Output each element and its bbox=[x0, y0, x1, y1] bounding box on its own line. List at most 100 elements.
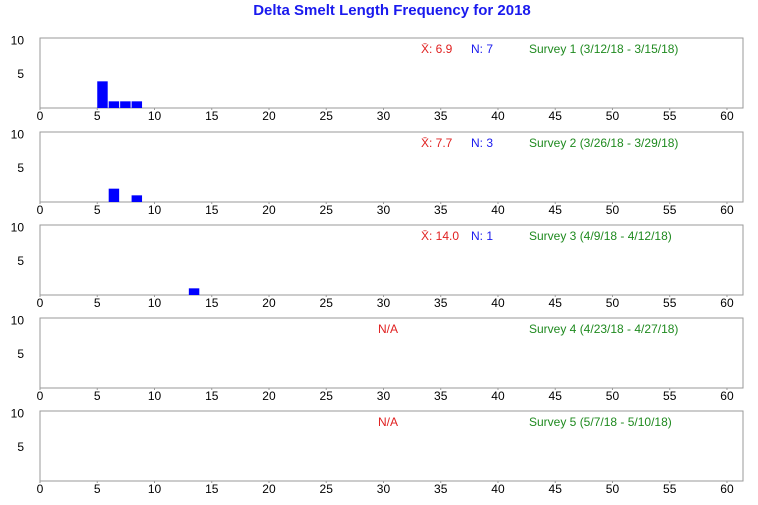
x-tick-label: 25 bbox=[320, 482, 334, 496]
x-tick-label: 50 bbox=[606, 482, 620, 496]
x-tick-label: 20 bbox=[262, 109, 276, 123]
x-tick-label: 35 bbox=[434, 203, 448, 217]
x-tick-label: 35 bbox=[434, 109, 448, 123]
x-tick-label: 60 bbox=[720, 109, 734, 123]
x-tick-label: 25 bbox=[320, 203, 334, 217]
x-tick-label: 10 bbox=[148, 296, 162, 310]
x-tick-label: 10 bbox=[148, 109, 162, 123]
x-tick-label: 15 bbox=[205, 109, 219, 123]
panel-subtitle: Survey 3 (4/9/18 - 4/12/18) bbox=[529, 229, 672, 243]
n-label: N: 3 bbox=[471, 136, 493, 150]
x-tick-label: 45 bbox=[549, 296, 563, 310]
annotation: N/A bbox=[378, 322, 398, 336]
mean-label: X̄: 6.9 bbox=[421, 42, 453, 56]
x-tick-label: 20 bbox=[262, 296, 276, 310]
x-tick-label: 0 bbox=[37, 109, 44, 123]
bar bbox=[108, 101, 120, 108]
y-tick-label: 5 bbox=[17, 347, 24, 361]
panel-subtitle: Survey 4 (4/23/18 - 4/27/18) bbox=[529, 322, 678, 336]
x-tick-label: 50 bbox=[606, 109, 620, 123]
annotation: N/A bbox=[378, 415, 398, 429]
x-tick-label: 10 bbox=[148, 389, 162, 403]
x-tick-label: 0 bbox=[37, 296, 44, 310]
y-tick-label: 5 bbox=[17, 254, 24, 268]
bar bbox=[131, 101, 143, 108]
panel-subtitle: Survey 1 (3/12/18 - 3/15/18) bbox=[529, 42, 678, 56]
plot-frame bbox=[39, 410, 744, 482]
x-tick-label: 45 bbox=[549, 389, 563, 403]
x-tick-label: 55 bbox=[663, 109, 677, 123]
x-tick-label: 25 bbox=[320, 109, 334, 123]
plot-frame bbox=[39, 37, 744, 109]
x-tick-label: 35 bbox=[434, 296, 448, 310]
y-tick-label: 5 bbox=[17, 161, 24, 175]
x-tick-label: 5 bbox=[94, 389, 101, 403]
x-tick-label: 60 bbox=[720, 389, 734, 403]
x-tick-label: 55 bbox=[663, 296, 677, 310]
x-tick-label: 30 bbox=[377, 109, 391, 123]
x-tick-label: 15 bbox=[205, 482, 219, 496]
x-tick-label: 20 bbox=[262, 203, 276, 217]
mean-label: X̄: 14.0 bbox=[421, 229, 459, 243]
bar bbox=[120, 101, 131, 108]
x-tick-label: 45 bbox=[549, 203, 563, 217]
x-tick-label: 25 bbox=[320, 389, 334, 403]
x-tick-label: 60 bbox=[720, 296, 734, 310]
chart-title: Delta Smelt Length Frequency for 2018 bbox=[253, 2, 531, 19]
x-tick-label: 35 bbox=[434, 482, 448, 496]
mean-label: X̄: 7.7 bbox=[421, 136, 453, 150]
plot-frame bbox=[39, 224, 744, 296]
x-tick-label: 5 bbox=[94, 296, 101, 310]
x-tick-label: 20 bbox=[262, 389, 276, 403]
y-tick-label: 10 bbox=[11, 407, 25, 421]
x-tick-label: 40 bbox=[491, 109, 505, 123]
x-tick-label: 0 bbox=[37, 389, 44, 403]
bar bbox=[131, 195, 143, 202]
x-tick-label: 55 bbox=[663, 389, 677, 403]
x-tick-label: 15 bbox=[205, 296, 219, 310]
x-tick-label: 55 bbox=[663, 482, 677, 496]
x-tick-label: 30 bbox=[377, 203, 391, 217]
x-tick-label: 30 bbox=[377, 296, 391, 310]
x-tick-label: 45 bbox=[549, 109, 563, 123]
x-tick-label: 55 bbox=[663, 203, 677, 217]
x-tick-label: 60 bbox=[720, 482, 734, 496]
y-tick-label: 10 bbox=[11, 128, 25, 142]
x-tick-label: 5 bbox=[94, 203, 101, 217]
y-tick-label: 5 bbox=[17, 67, 24, 81]
x-tick-label: 30 bbox=[377, 389, 391, 403]
n-label: N: 1 bbox=[471, 229, 493, 243]
y-tick-label: 5 bbox=[17, 440, 24, 454]
x-tick-label: 45 bbox=[549, 482, 563, 496]
x-tick-label: 50 bbox=[606, 296, 620, 310]
x-tick-label: 40 bbox=[491, 203, 505, 217]
x-tick-label: 15 bbox=[205, 203, 219, 217]
x-tick-label: 0 bbox=[37, 482, 44, 496]
x-tick-label: 35 bbox=[434, 389, 448, 403]
x-tick-label: 40 bbox=[491, 482, 505, 496]
x-tick-label: 50 bbox=[606, 203, 620, 217]
x-tick-label: 10 bbox=[148, 203, 162, 217]
x-tick-label: 40 bbox=[491, 296, 505, 310]
x-tick-label: 0 bbox=[37, 203, 44, 217]
bar bbox=[108, 188, 120, 202]
panel-subtitle: Survey 2 (3/26/18 - 3/29/18) bbox=[529, 136, 678, 150]
bar bbox=[188, 288, 200, 295]
x-tick-label: 30 bbox=[377, 482, 391, 496]
x-tick-label: 25 bbox=[320, 296, 334, 310]
panel-subtitle: Survey 5 (5/7/18 - 5/10/18) bbox=[529, 415, 672, 429]
y-tick-label: 10 bbox=[11, 314, 25, 328]
plot-frame bbox=[39, 131, 744, 203]
x-tick-label: 20 bbox=[262, 482, 276, 496]
n-label: N: 7 bbox=[471, 42, 493, 56]
y-tick-label: 10 bbox=[11, 221, 25, 235]
x-tick-label: 40 bbox=[491, 389, 505, 403]
bar bbox=[97, 81, 108, 108]
x-tick-label: 10 bbox=[148, 482, 162, 496]
x-tick-label: 60 bbox=[720, 203, 734, 217]
y-tick-label: 10 bbox=[11, 34, 25, 48]
x-tick-label: 15 bbox=[205, 389, 219, 403]
x-tick-label: 50 bbox=[606, 389, 620, 403]
x-tick-label: 5 bbox=[94, 109, 101, 123]
